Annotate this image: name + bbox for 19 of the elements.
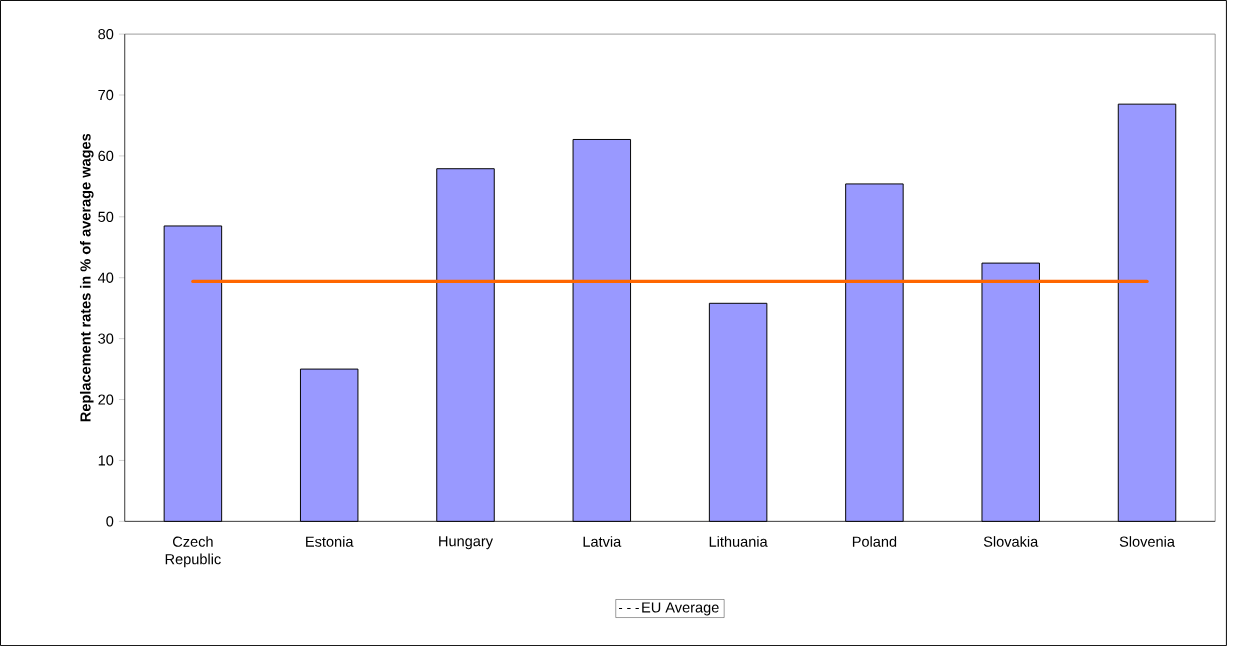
x-tick-label: Slovenia: [1119, 536, 1175, 547]
y-tick-label: 0: [106, 516, 114, 527]
y-tick-label: 60: [98, 150, 114, 162]
y-tick-label: 30: [98, 333, 114, 344]
y-tick-label: 10: [98, 455, 114, 466]
y-tick-label: 50: [98, 211, 114, 222]
x-tick-label: Slovakia: [983, 536, 1039, 547]
text: EU Average: [642, 602, 719, 616]
x-tick-label: Poland: [852, 536, 897, 547]
y-tick-label: 80: [98, 28, 114, 40]
y-tick-label: 70: [98, 89, 114, 101]
y-tick-label: 40: [97, 272, 114, 283]
x-tick-label: Latvia: [583, 536, 622, 547]
x-tick-label: Lithuania: [709, 536, 768, 547]
x-tick-label: Czech Republic: [165, 536, 221, 568]
x-tick-label: Estonia: [306, 536, 354, 547]
x-tick-label: Hungary: [439, 536, 493, 550]
y-tick-label: 20: [98, 394, 114, 405]
y-axis-title: Replacement rates in % of average wages: [79, 133, 94, 422]
